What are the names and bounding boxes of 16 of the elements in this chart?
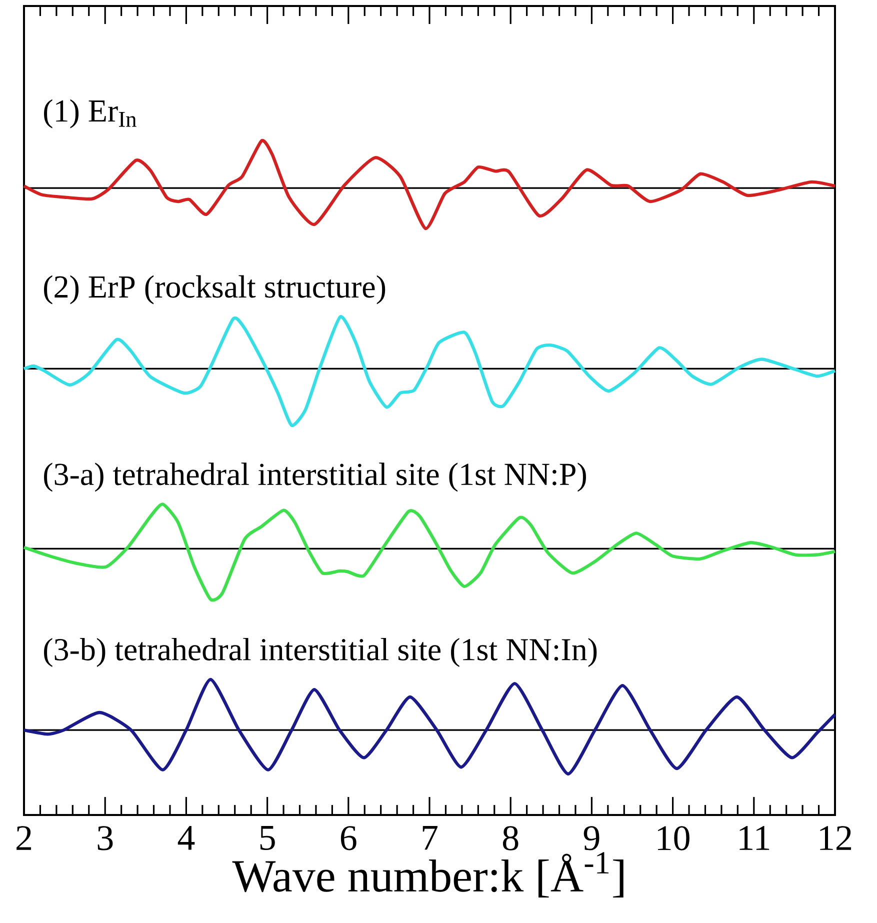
x-tick-label: 2	[16, 826, 32, 850]
x-tick-label: 6	[340, 826, 356, 850]
x-tick-label: 9	[584, 826, 600, 850]
x-tick-label: 3	[98, 826, 113, 850]
x-tick-label: 7	[422, 826, 438, 850]
series-label: (2) ErP (rocksalt structure)	[44, 275, 386, 304]
series-label: (1) Er$_{In}$	[44, 99, 136, 128]
x-tick-label: 12	[820, 826, 852, 850]
series-label: (3-b) tetrahedral interstitial site (1st NN:In)	[44, 638, 597, 667]
series-label: (3-a) tetrahedral interstitial site (1st NN:P)	[44, 462, 586, 492]
x-tick-label: 8	[502, 826, 518, 850]
x-tick-label: 4	[178, 826, 195, 850]
x-tick-label: 11	[740, 826, 770, 850]
x-tick-label: 10	[658, 826, 690, 850]
x-tick-label: 5	[260, 826, 275, 850]
x-axis-title: Wave number:k [Å$^{-1}$]	[232, 852, 624, 898]
